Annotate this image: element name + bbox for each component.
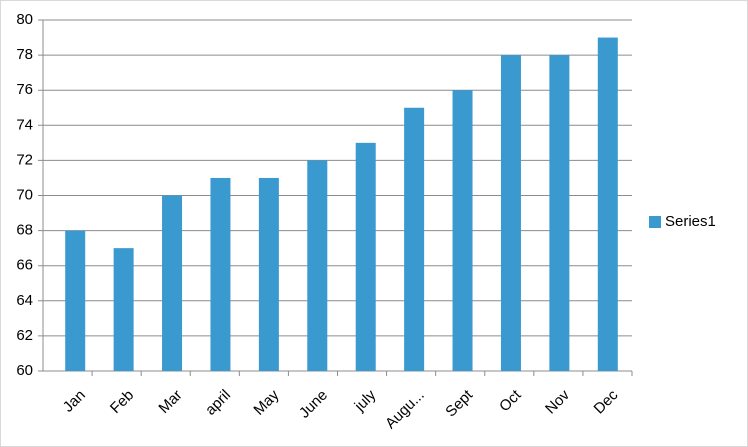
legend-label: Series1 <box>665 213 716 230</box>
bar <box>210 177 231 371</box>
bar <box>404 107 425 371</box>
bar <box>162 195 183 371</box>
bar <box>549 55 570 371</box>
bar <box>307 160 328 371</box>
y-tick-label: 68 <box>16 222 33 239</box>
bar <box>597 37 618 372</box>
y-tick-label: 78 <box>16 46 33 63</box>
bar <box>258 177 279 371</box>
y-tick-label: 80 <box>16 11 33 28</box>
y-tick-label: 76 <box>16 81 33 98</box>
y-tick-label: 74 <box>16 116 33 133</box>
legend-swatch <box>649 216 661 228</box>
y-tick-label: 72 <box>16 151 33 168</box>
y-tick-label: 70 <box>16 186 33 203</box>
bar <box>500 55 521 371</box>
bar <box>65 230 86 371</box>
y-tick-label: 62 <box>16 327 33 344</box>
bar <box>113 248 134 371</box>
bar <box>355 142 376 371</box>
y-tick-label: 60 <box>16 362 33 379</box>
y-tick-label: 64 <box>16 292 33 309</box>
y-tick-label: 66 <box>16 257 33 274</box>
bar <box>452 90 473 371</box>
